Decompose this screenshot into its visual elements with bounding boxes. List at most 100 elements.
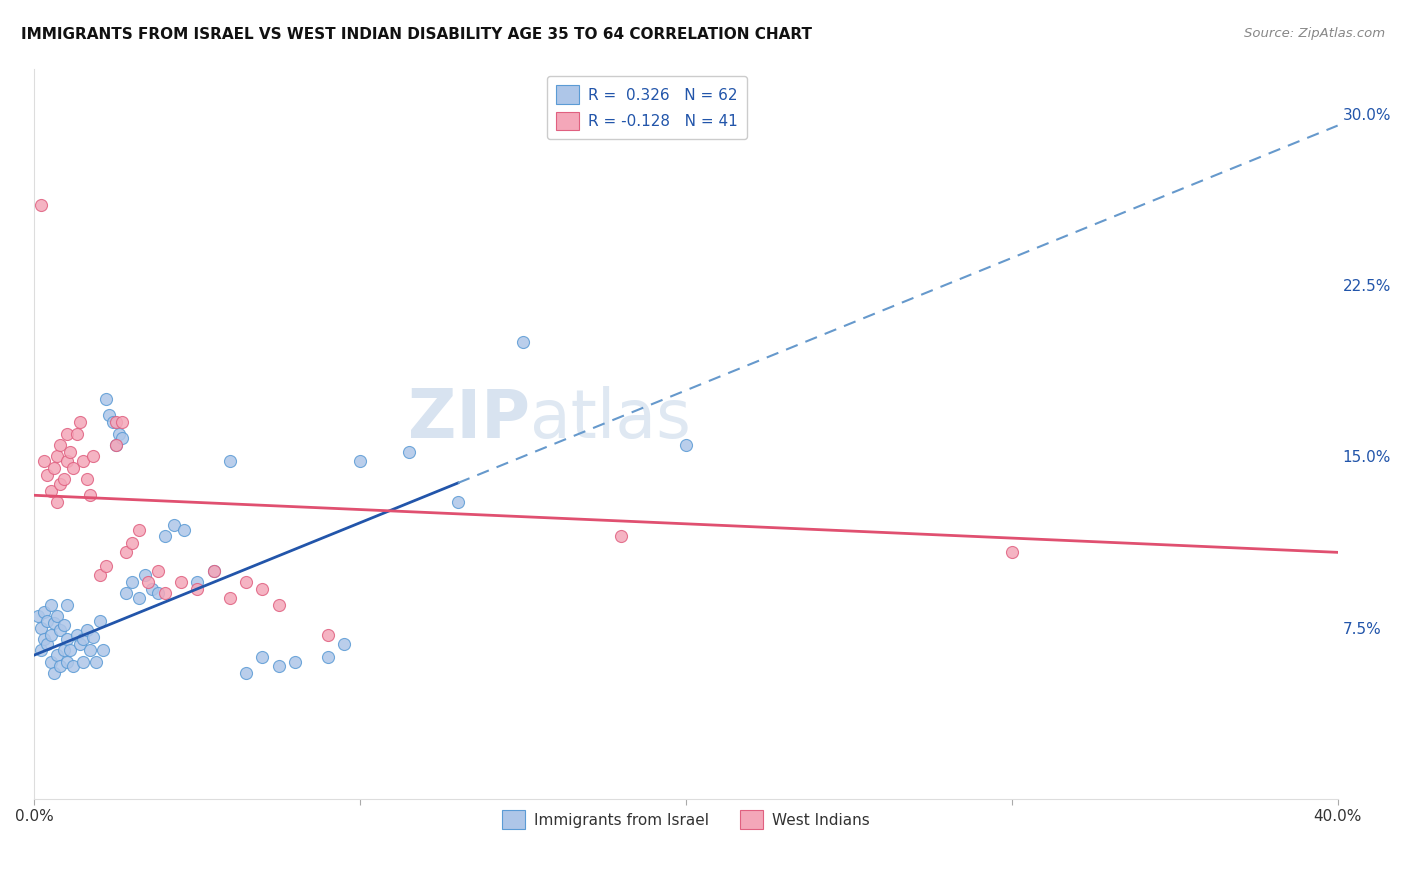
Text: atlas: atlas <box>530 386 690 452</box>
Point <box>49 438 72 452</box>
Point <box>202 564 225 578</box>
Point <box>333 637 356 651</box>
Point <box>59 445 82 459</box>
Point <box>30 198 52 212</box>
Point <box>56 632 79 646</box>
Point <box>59 643 82 657</box>
Point <box>186 582 208 596</box>
Point <box>62 659 84 673</box>
Point <box>186 574 208 589</box>
Legend: Immigrants from Israel, West Indians: Immigrants from Israel, West Indians <box>496 805 876 835</box>
Point <box>39 655 62 669</box>
Point <box>49 476 72 491</box>
Point <box>267 598 290 612</box>
Point <box>138 574 160 589</box>
Point <box>94 392 117 407</box>
Point <box>37 467 59 482</box>
Point <box>42 616 65 631</box>
Point <box>111 431 134 445</box>
Point <box>42 666 65 681</box>
Point <box>111 415 134 429</box>
Point <box>49 623 72 637</box>
Point <box>252 650 274 665</box>
Point <box>56 598 79 612</box>
Point <box>72 454 94 468</box>
Point <box>32 454 55 468</box>
Point <box>79 643 101 657</box>
Point <box>39 598 62 612</box>
Point <box>91 643 114 657</box>
Point <box>121 536 143 550</box>
Point <box>218 591 240 605</box>
Point <box>30 643 52 657</box>
Point <box>134 568 156 582</box>
Point <box>42 461 65 475</box>
Point <box>267 659 290 673</box>
Point <box>66 627 89 641</box>
Point <box>141 582 163 596</box>
Point <box>114 545 136 559</box>
Point <box>39 483 62 498</box>
Point <box>610 529 633 543</box>
Point <box>98 409 121 423</box>
Point <box>62 461 84 475</box>
Point <box>82 630 104 644</box>
Point <box>148 564 170 578</box>
Point <box>108 426 131 441</box>
Point <box>69 637 91 651</box>
Point <box>316 627 339 641</box>
Point <box>512 335 534 350</box>
Point <box>89 568 111 582</box>
Point <box>128 523 150 537</box>
Text: ZIP: ZIP <box>408 386 530 452</box>
Point <box>349 454 371 468</box>
Point <box>1001 545 1024 559</box>
Point <box>37 637 59 651</box>
Point <box>46 648 69 662</box>
Text: IMMIGRANTS FROM ISRAEL VS WEST INDIAN DISABILITY AGE 35 TO 64 CORRELATION CHART: IMMIGRANTS FROM ISRAEL VS WEST INDIAN DI… <box>21 27 813 42</box>
Point <box>675 438 697 452</box>
Point <box>72 632 94 646</box>
Point <box>56 426 79 441</box>
Point <box>76 472 98 486</box>
Point <box>52 643 75 657</box>
Point <box>153 586 176 600</box>
Point <box>32 605 55 619</box>
Point <box>49 659 72 673</box>
Point <box>202 564 225 578</box>
Point <box>114 586 136 600</box>
Point <box>32 632 55 646</box>
Point <box>76 623 98 637</box>
Point <box>89 614 111 628</box>
Point <box>398 445 420 459</box>
Point <box>101 415 124 429</box>
Point <box>72 655 94 669</box>
Point <box>252 582 274 596</box>
Point <box>37 614 59 628</box>
Point <box>104 415 127 429</box>
Text: Source: ZipAtlas.com: Source: ZipAtlas.com <box>1244 27 1385 40</box>
Point <box>39 627 62 641</box>
Point <box>30 621 52 635</box>
Point <box>153 529 176 543</box>
Point <box>316 650 339 665</box>
Point <box>447 495 470 509</box>
Point <box>235 574 257 589</box>
Point <box>46 609 69 624</box>
Point <box>284 655 307 669</box>
Point <box>82 450 104 464</box>
Point <box>104 438 127 452</box>
Point <box>173 523 195 537</box>
Point <box>128 591 150 605</box>
Point <box>79 488 101 502</box>
Point <box>46 450 69 464</box>
Point <box>56 454 79 468</box>
Point <box>104 438 127 452</box>
Point <box>121 574 143 589</box>
Point <box>84 655 107 669</box>
Point <box>163 518 186 533</box>
Point <box>69 415 91 429</box>
Point <box>148 586 170 600</box>
Point <box>218 454 240 468</box>
Point <box>94 559 117 574</box>
